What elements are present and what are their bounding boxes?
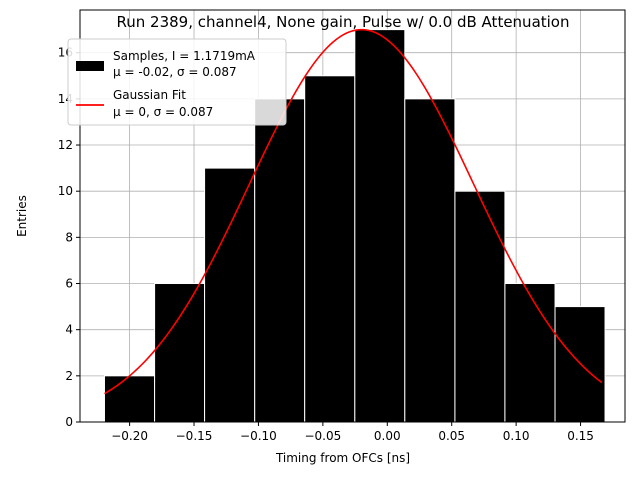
legend-box [67, 38, 287, 126]
x-tick-label: 0.00 [374, 429, 401, 443]
y-tick-label: 2 [65, 369, 73, 383]
gaussian-fit-line [104, 28, 603, 395]
y-tick-label: 10 [58, 184, 73, 198]
legend-samples-stats: μ = -0.02, σ = 0.087 [113, 65, 237, 79]
x-axis-ticks: −0.20 −0.15 −0.10 −0.05 0.00 0.05 0.10 0.15 [111, 422, 594, 443]
gaussian-fit [104, 28, 603, 395]
histogram-bar [154, 283, 206, 423]
histogram-bar [454, 190, 506, 423]
y-axis-label: Entries [15, 195, 29, 237]
y-tick-label: 8 [65, 230, 73, 244]
histogram-bar [354, 29, 406, 423]
histogram-bar [504, 283, 556, 423]
y-tick-label: 0 [65, 415, 73, 429]
plot-frame [79, 9, 626, 423]
histogram-bar [204, 167, 256, 423]
x-tick-label: 0.05 [438, 429, 465, 443]
legend-samples-swatch [76, 61, 104, 71]
x-tick-label: −0.15 [176, 429, 213, 443]
y-tick-label: 12 [58, 138, 73, 152]
x-tick-label: −0.20 [111, 429, 148, 443]
x-tick-label: 0.10 [503, 429, 530, 443]
histogram-bars [103, 29, 606, 423]
y-tick-label: 4 [65, 323, 73, 337]
x-axis-label: Timing from OFCs [ns] [275, 451, 410, 465]
histogram-bar [404, 98, 456, 423]
chart-title: Run 2389, channel4, None gain, Pulse w/ … [117, 13, 570, 31]
histogram-bar [103, 375, 156, 423]
x-tick-label: 0.15 [567, 429, 594, 443]
histogram-bar [254, 98, 306, 423]
legend-samples-label: Samples, I = 1.1719mA [113, 49, 256, 63]
legend-fit-stats: μ = 0, σ = 0.087 [113, 105, 213, 119]
legend-fit-label: Gaussian Fit [113, 88, 186, 102]
y-tick-label: 6 [65, 277, 73, 291]
x-tick-label: −0.10 [240, 429, 277, 443]
x-tick-label: −0.05 [304, 429, 341, 443]
histogram-bar [304, 75, 356, 423]
legend: Samples, I = 1.1719mA μ = -0.02, σ = 0.0… [67, 38, 287, 126]
